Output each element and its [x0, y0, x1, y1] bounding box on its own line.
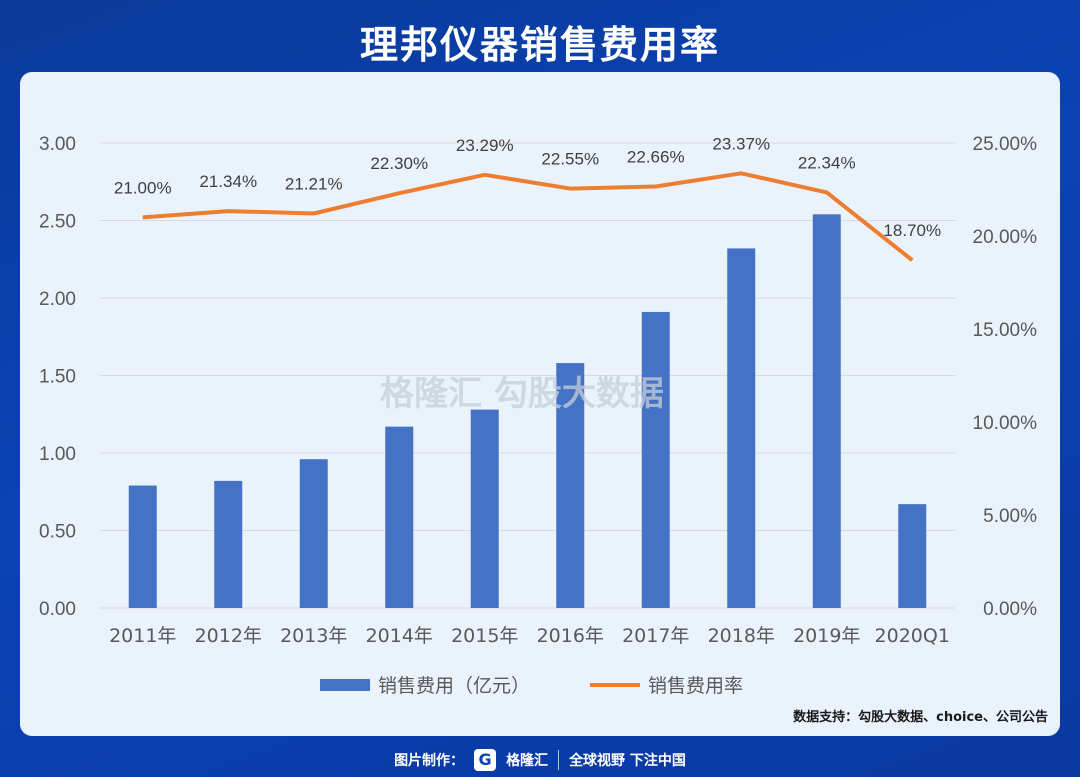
data-label: 23.29% — [456, 136, 514, 155]
data-label: 22.55% — [541, 150, 599, 169]
data-label: 22.30% — [370, 154, 428, 173]
bar — [299, 459, 328, 608]
bar — [556, 363, 585, 608]
left-tick-label: 3.00 — [39, 134, 76, 155]
right-tick-label: 25.00% — [973, 134, 1038, 155]
right-axis-ticks: 0.00% 5.00% 10.00% 15.00% 20.00% 25.00% — [973, 134, 1038, 620]
left-tick-label: 0.50 — [39, 522, 76, 543]
line-series — [142, 171, 914, 262]
footer-brand: 格隆汇 — [506, 752, 549, 769]
bar — [128, 485, 157, 608]
x-tick-label: 2017年 — [622, 625, 689, 647]
bar — [898, 504, 927, 608]
right-tick-label: 20.00% — [973, 227, 1038, 248]
x-tick-label: 2013年 — [280, 625, 347, 647]
brand-logo-icon: G — [474, 748, 497, 771]
data-labels: 21.00% 21.34% 21.21% 22.30% 23.29% 22.55% 22.6… — [114, 134, 941, 240]
legend: 销售费用（亿元） 销售费用率 — [320, 675, 743, 697]
x-tick-label: 2014年 — [366, 625, 433, 647]
x-axis-ticks: 2011年 2012年 2013年 2014年 2015年 2016年 2017年 2018年… — [109, 625, 950, 647]
left-axis-ticks: 0.00 0.50 1.00 1.50 2.00 2.50 3.00 — [39, 134, 76, 620]
x-tick-label: 2019年 — [793, 625, 860, 647]
x-tick-label: 2016年 — [537, 625, 604, 647]
data-label: 21.21% — [285, 174, 343, 193]
chart-title: 理邦仪器销售费用率 — [359, 23, 720, 67]
x-tick-label: 2012年 — [195, 625, 262, 647]
bar — [385, 426, 414, 608]
data-source: 数据支持：勾股大数据、choice、公司公告 — [793, 710, 1048, 725]
line-path — [142, 171, 914, 262]
watermark-brand: 格隆汇 — [380, 374, 482, 414]
data-label: 21.00% — [114, 178, 172, 197]
legend-line-label: 销售费用率 — [648, 675, 743, 697]
bar — [727, 248, 756, 608]
watermark-text: 勾股大数据 — [493, 374, 664, 414]
legend-bar-swatch — [320, 679, 370, 691]
data-label: 22.34% — [798, 153, 856, 172]
footer-made-by: 图片制作： — [394, 752, 465, 769]
x-tick-label: 2020Q1 — [875, 625, 950, 647]
right-tick-label: 5.00% — [983, 506, 1037, 527]
watermark: 格隆汇 勾股大数据 — [380, 366, 664, 415]
left-tick-label: 0.00 — [39, 599, 76, 620]
x-tick-label: 2011年 — [109, 625, 176, 647]
left-tick-label: 1.50 — [39, 367, 76, 388]
data-label: 18.70% — [883, 221, 941, 240]
gridlines — [100, 142, 955, 609]
data-label: 22.66% — [627, 148, 685, 167]
bar — [470, 409, 499, 608]
footer-slogan: 全球视野 下注中国 — [569, 752, 686, 769]
x-tick-label: 2018年 — [708, 625, 775, 647]
data-label: 21.34% — [199, 172, 257, 191]
left-tick-label: 2.50 — [39, 212, 76, 233]
bar — [214, 480, 243, 608]
footer: 图片制作： G 格隆汇 全球视野 下注中国 — [0, 742, 1080, 777]
bar — [812, 214, 841, 609]
left-tick-label: 1.00 — [39, 444, 76, 465]
footer-divider — [558, 749, 560, 770]
bar-series — [128, 214, 927, 609]
legend-bar-label: 销售费用（亿元） — [378, 675, 530, 697]
data-label: 23.37% — [712, 134, 770, 153]
left-tick-label: 2.00 — [39, 289, 76, 310]
x-tick-label: 2015年 — [451, 625, 518, 647]
bar — [641, 311, 670, 608]
right-tick-label: 0.00% — [983, 599, 1037, 620]
right-tick-label: 10.00% — [973, 413, 1038, 434]
right-tick-label: 15.00% — [973, 320, 1038, 341]
